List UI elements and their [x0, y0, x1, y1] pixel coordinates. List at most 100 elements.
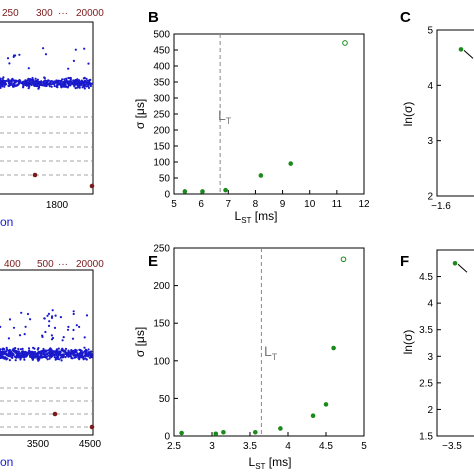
spike-dot	[47, 312, 51, 315]
panel-a-x-tick: 1800	[46, 200, 69, 211]
spike-dot	[82, 77, 85, 80]
spike-dot	[79, 352, 82, 355]
spike-dot	[50, 85, 53, 88]
spike-dot	[59, 81, 62, 84]
spike-dot	[48, 320, 51, 323]
spike-dot	[52, 82, 55, 85]
spike-dot	[4, 356, 7, 359]
spike-dot	[22, 84, 25, 87]
spike-dot	[79, 355, 82, 358]
spike-dot	[73, 85, 76, 88]
spike-dot	[48, 357, 51, 360]
spike-dot	[74, 349, 77, 352]
spike-dot	[89, 83, 92, 86]
spike-dot	[3, 350, 6, 353]
spike-dot	[83, 346, 86, 349]
spike-dot	[7, 84, 10, 87]
panel-c: C 2 3 4 5 −1.6 ln(σ)	[400, 9, 474, 212]
spike-dot	[26, 79, 29, 82]
spike-dot	[9, 80, 12, 83]
data-point	[331, 345, 336, 351]
spike-dot	[87, 355, 90, 358]
spike-dot	[40, 83, 44, 86]
spike-dot	[47, 354, 50, 357]
spike-dot	[3, 352, 6, 355]
spike-dot	[5, 353, 8, 356]
y-tick-label: 100	[153, 158, 170, 169]
y-tick-label: 300	[153, 94, 170, 105]
spike-dot	[81, 82, 85, 85]
spike-dot	[75, 324, 78, 327]
spike-dot	[8, 81, 11, 85]
spike-dot	[78, 356, 81, 359]
spike-dot	[14, 359, 17, 362]
spike-dot	[18, 53, 21, 56]
panel-e-points	[179, 248, 347, 437]
spike-dot	[43, 80, 46, 83]
spike-dot	[70, 349, 73, 352]
panel-e-xlabel: LST [ms]	[249, 455, 292, 471]
spike-dot	[69, 78, 72, 81]
spike-dot	[85, 77, 88, 80]
spike-dot	[66, 86, 69, 89]
spike-dot	[73, 356, 76, 359]
panel-c-letter: C	[400, 9, 411, 26]
panel-b-xlabel: LST [ms]	[235, 209, 278, 225]
data-point	[278, 426, 283, 431]
spike-dot	[62, 81, 65, 84]
spike-dot	[61, 353, 65, 356]
spike-dot	[3, 85, 6, 88]
spike-dot	[54, 314, 57, 317]
panel-a-top-tick: 250	[2, 8, 19, 19]
spike-dot	[75, 351, 78, 354]
spike-dot	[12, 326, 16, 329]
spike-dot	[42, 355, 46, 358]
spike-dot	[74, 78, 77, 82]
panel-c-frame	[436, 29, 474, 197]
spike-dot	[0, 350, 2, 354]
spike-dot	[7, 351, 10, 354]
spike-dot	[19, 358, 22, 361]
spike-dot	[65, 79, 68, 82]
spike-dot	[46, 358, 49, 361]
spike-dot	[36, 78, 40, 81]
spike-dot	[90, 353, 93, 356]
spike-dot	[44, 53, 48, 56]
spike-dot	[75, 354, 79, 357]
spike-dot	[83, 87, 86, 90]
x-tick-label: 6	[198, 199, 204, 210]
spike-dot	[0, 79, 2, 82]
spike-dot	[36, 352, 39, 355]
y-tick-label: 250	[153, 110, 170, 121]
data-point	[213, 431, 219, 437]
spike-dot	[57, 352, 60, 355]
y-tick-label: 200	[153, 281, 170, 292]
panel-f-axes: 1.5 2 2.5 3 3.5 4 4.5	[419, 272, 441, 443]
spike-dot	[17, 353, 20, 356]
spike-dot	[0, 348, 2, 352]
spike-dot	[30, 83, 33, 87]
x-tick-label: 3	[209, 441, 215, 452]
data-point	[258, 173, 264, 178]
data-point	[221, 429, 226, 435]
spike-dot	[69, 84, 72, 87]
spike-dot	[47, 324, 51, 327]
spike-dot	[69, 355, 73, 358]
spike-dot	[9, 83, 13, 86]
spike-dot	[83, 336, 86, 339]
spike-dot	[54, 81, 57, 84]
spike-dot	[51, 80, 54, 83]
panel-d-x-tick: 4500	[79, 439, 102, 450]
spike-dot	[22, 82, 25, 85]
spike-dot	[43, 84, 46, 87]
spike-dot	[16, 83, 19, 86]
spike-dot	[5, 79, 8, 82]
spike-dot	[45, 349, 48, 352]
spike-dot	[67, 76, 70, 80]
y-tick-label: 2	[427, 405, 433, 416]
spike-dot	[76, 86, 79, 89]
panel-b-axes: 5 6 7 8 9 10 11 12 0 50 100 150 200 250 300 350 400 450 50…	[153, 30, 370, 211]
spike-dot	[1, 347, 5, 350]
spike-dot	[55, 85, 58, 88]
spike-dot	[50, 349, 53, 352]
